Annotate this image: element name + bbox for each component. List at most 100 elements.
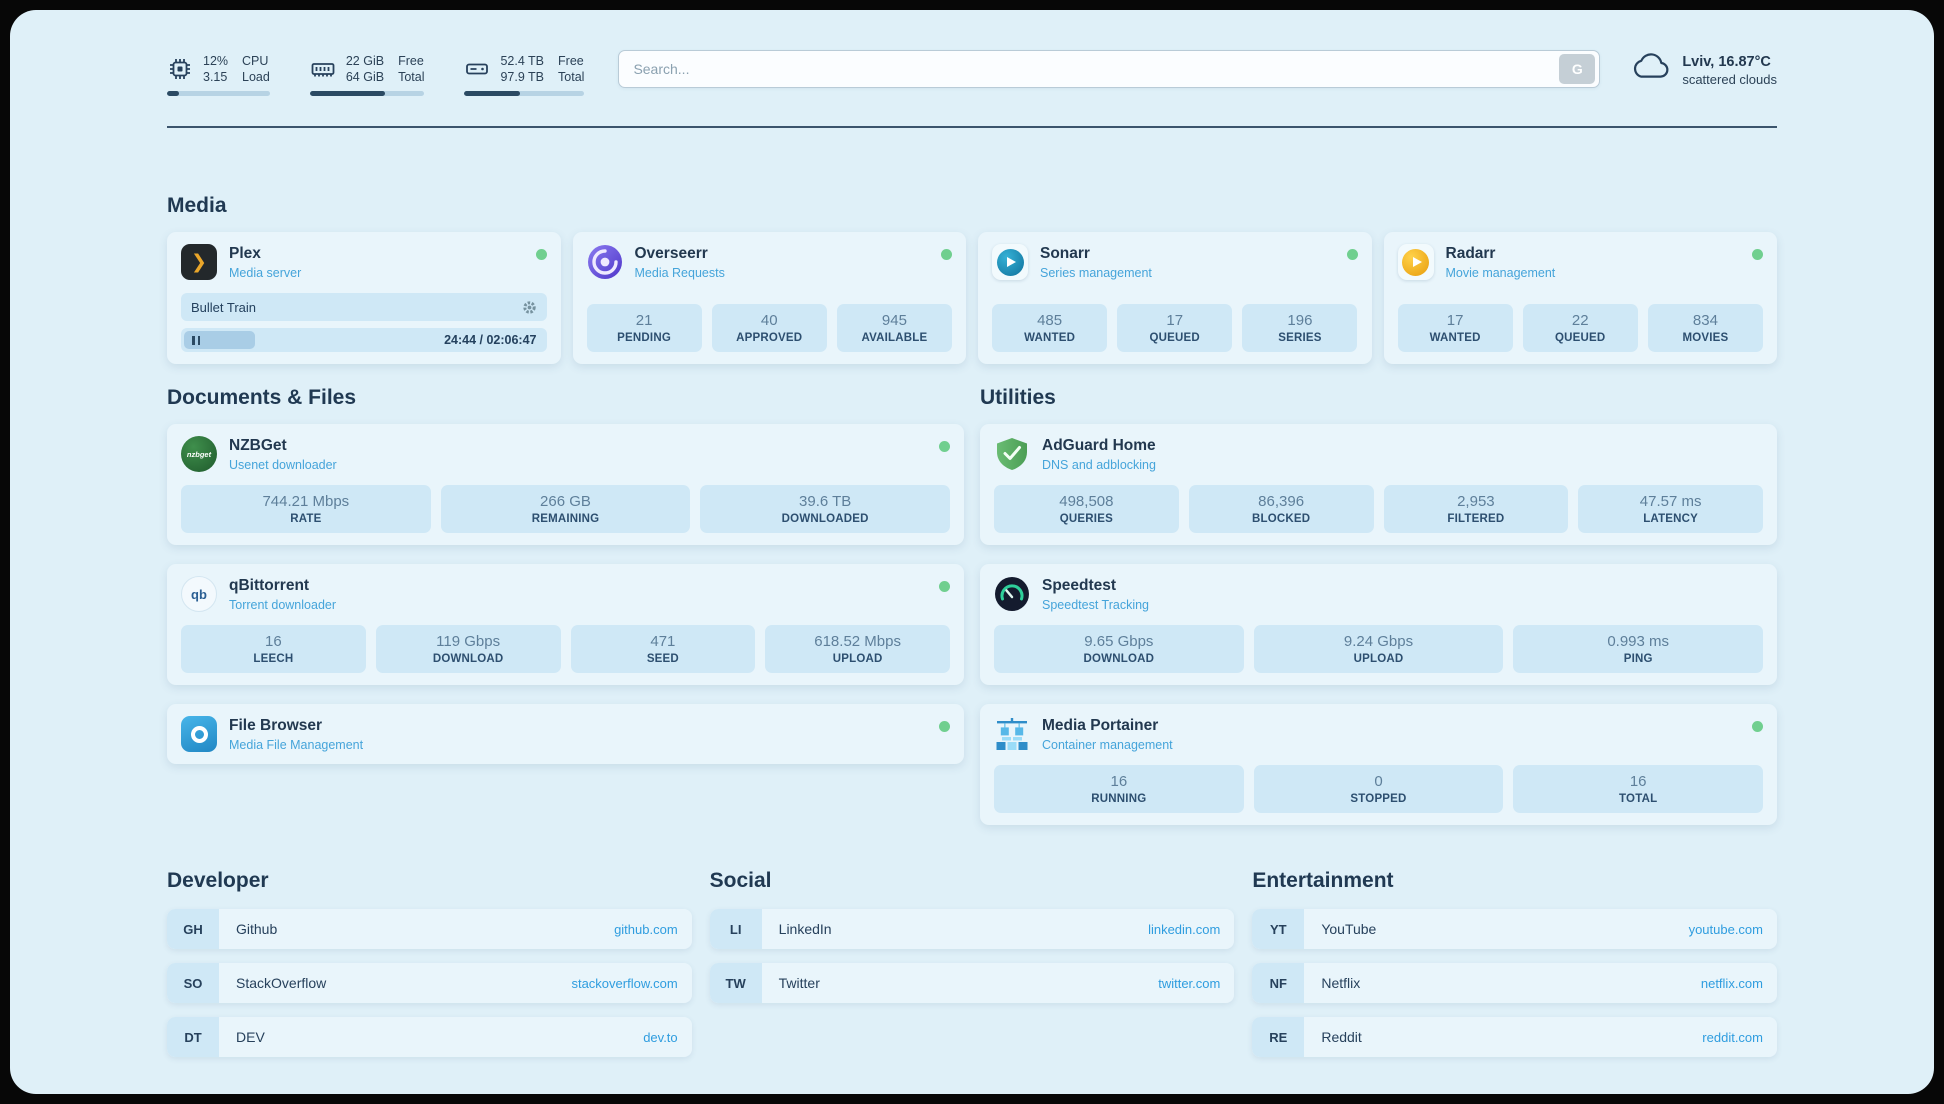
bookmark-netflix[interactable]: NF Netflix netflix.com [1252,963,1777,1003]
cpu-usage-bar [167,91,270,96]
stat-box: 834 MOVIES [1647,304,1763,352]
stat-box: 196 SERIES [1242,304,1358,352]
header: 12% CPU 3.15 Load [167,10,1777,100]
memory-free-value: 22 GiB [345,54,385,68]
app-card-nzbget[interactable]: nzbget NZBGet Usenet downloader 744.21 M… [167,424,964,545]
status-dot [941,249,952,260]
app-card-plex[interactable]: ❯ Plex Media server Bullet Train [167,232,561,364]
app-name: NZBGet [229,437,287,454]
stat-box: 16 RUNNING [994,765,1244,813]
app-card-filebrowser[interactable]: File Browser Media File Management [167,704,964,764]
bookmark-abbr: SO [167,963,219,1003]
bookmark-reddit[interactable]: RE Reddit reddit.com [1252,1017,1777,1057]
overseerr-icon [587,244,623,280]
memory-total-value: 64 GiB [345,70,385,84]
app-card-sonarr[interactable]: Sonarr Series management 485 WANTED 17 Q… [978,232,1372,364]
bookmark-url[interactable]: linkedin.com [1148,921,1221,937]
stat-box: 471 SEED [570,625,756,673]
documents-section-title: Documents & Files [167,386,357,409]
app-subtitle: Movie management [1445,266,1556,280]
stat-box: 17 QUEUED [1117,304,1233,352]
bookmark-url[interactable]: stackoverflow.com [571,975,678,991]
stat-box: 266 GB REMAINING [440,485,691,533]
app-subtitle: Container management [1042,738,1173,752]
now-playing-title: Bullet Train [191,299,257,315]
app-subtitle: Usenet downloader [229,458,337,472]
stat-box: 21 PENDING [586,304,702,352]
stat-box: 39.6 TB DOWNLOADED [700,485,950,533]
bookmark-url[interactable]: reddit.com [1702,1029,1763,1045]
status-dot [1752,249,1763,260]
bookmark-url[interactable]: youtube.com [1688,921,1763,937]
disk-free-label: Free [558,54,584,68]
entertainment-section-title: Entertainment [1252,869,1394,892]
stat-box: 22 QUEUED [1522,304,1638,352]
playback-progress-bar: 24:44 / 02:06:47 [181,328,547,352]
app-name: Speedtest [1042,577,1117,594]
developer-section-title: Developer [167,869,269,892]
bookmark-name: DEV [236,1029,265,1045]
bookmark-linkedin[interactable]: LI LinkedIn linkedin.com [709,909,1235,949]
app-subtitle: Speedtest Tracking [1042,598,1150,612]
memory-free-label: Free [398,54,424,68]
qbittorrent-icon: qb [181,576,217,612]
bookmark-url[interactable]: github.com [614,921,678,937]
app-card-speedtest[interactable]: Speedtest Speedtest Tracking 9.65 Gbps D… [980,564,1777,685]
memory-icon [310,56,336,82]
bookmark-abbr: GH [167,909,219,949]
documents-section: Documents & Files nzbget NZBGet Usenet d… [167,386,964,764]
cpu-usage-value: 12% [203,54,229,68]
bookmark-name: StackOverflow [236,975,327,991]
system-widgets: 12% CPU 3.15 Load [167,54,585,96]
bookmark-url[interactable]: netflix.com [1700,975,1763,991]
bookmark-dev[interactable]: DT DEV dev.to [167,1017,692,1057]
stat-box: 744.21 Mbps RATE [181,485,431,533]
app-name: Radarr [1445,245,1496,262]
bookmark-youtube[interactable]: YT YouTube youtube.com [1252,909,1777,949]
bookmark-abbr: RE [1252,1017,1305,1057]
cpu-widget: 12% CPU 3.15 Load [167,54,270,96]
app-card-adguard[interactable]: AdGuard Home DNS and adblocking 498,508 … [980,424,1777,545]
app-card-qbittorrent[interactable]: qb qBittorrent Torrent downloader 16 LEE… [167,564,964,685]
stat-box: 945 AVAILABLE [836,304,952,352]
cloud-icon [1630,52,1672,88]
bookmark-abbr: YT [1252,909,1305,949]
status-dot [1346,249,1358,260]
social-section-title: Social [709,869,772,892]
memory-total-label: Total [398,70,425,84]
app-name: qBittorrent [229,577,310,594]
memory-widget: 22 GiB Free 64 GiB Total [309,54,425,96]
app-card-radarr[interactable]: Radarr Movie management 17 WANTED 22 QUE… [1383,232,1777,364]
gear-icon[interactable] [522,300,537,315]
app-name: Media Portainer [1042,717,1159,734]
search-engine-button[interactable]: G [1559,54,1596,84]
stat-box: 498,508 QUERIES [994,485,1179,533]
stat-box: 17 WANTED [1397,304,1513,352]
app-card-overseerr[interactable]: Overseerr Media Requests 21 PENDING 40 A… [572,232,966,364]
bookmark-github[interactable]: GH Github github.com [167,909,692,949]
disk-total-value: 97.9 TB [500,70,545,84]
plex-icon: ❯ [181,244,217,280]
bookmark-url[interactable]: dev.to [643,1029,678,1045]
utilities-section: Utilities [980,386,1777,825]
stat-box: 9.65 Gbps DOWNLOAD [994,625,1244,673]
stat-box: 9.24 Gbps UPLOAD [1253,625,1504,673]
pause-icon[interactable] [192,335,200,345]
app-subtitle: Media server [229,266,302,280]
bookmark-twitter[interactable]: TW Twitter twitter.com [709,963,1235,1003]
disk-icon [464,56,490,82]
stat-box: 40 APPROVED [711,304,827,352]
portainer-icon [994,716,1030,752]
cpu-icon [167,56,193,82]
disk-widget: 52.4 TB Free 97.9 TB Total [464,54,585,96]
search-input[interactable] [619,61,1560,77]
status-dot [939,581,950,592]
stat-box: 2,953 FILTERED [1383,485,1569,533]
stat-box: 0 STOPPED [1253,765,1504,813]
cpu-load-label: Load [242,70,270,84]
disk-usage-bar [464,91,585,96]
app-card-portainer[interactable]: Media Portainer Container management 16 … [980,704,1777,825]
bookmark-url[interactable]: twitter.com [1158,975,1221,991]
search-bar: G [618,50,1601,88]
bookmark-stackoverflow[interactable]: SO StackOverflow stackoverflow.com [167,963,692,1003]
